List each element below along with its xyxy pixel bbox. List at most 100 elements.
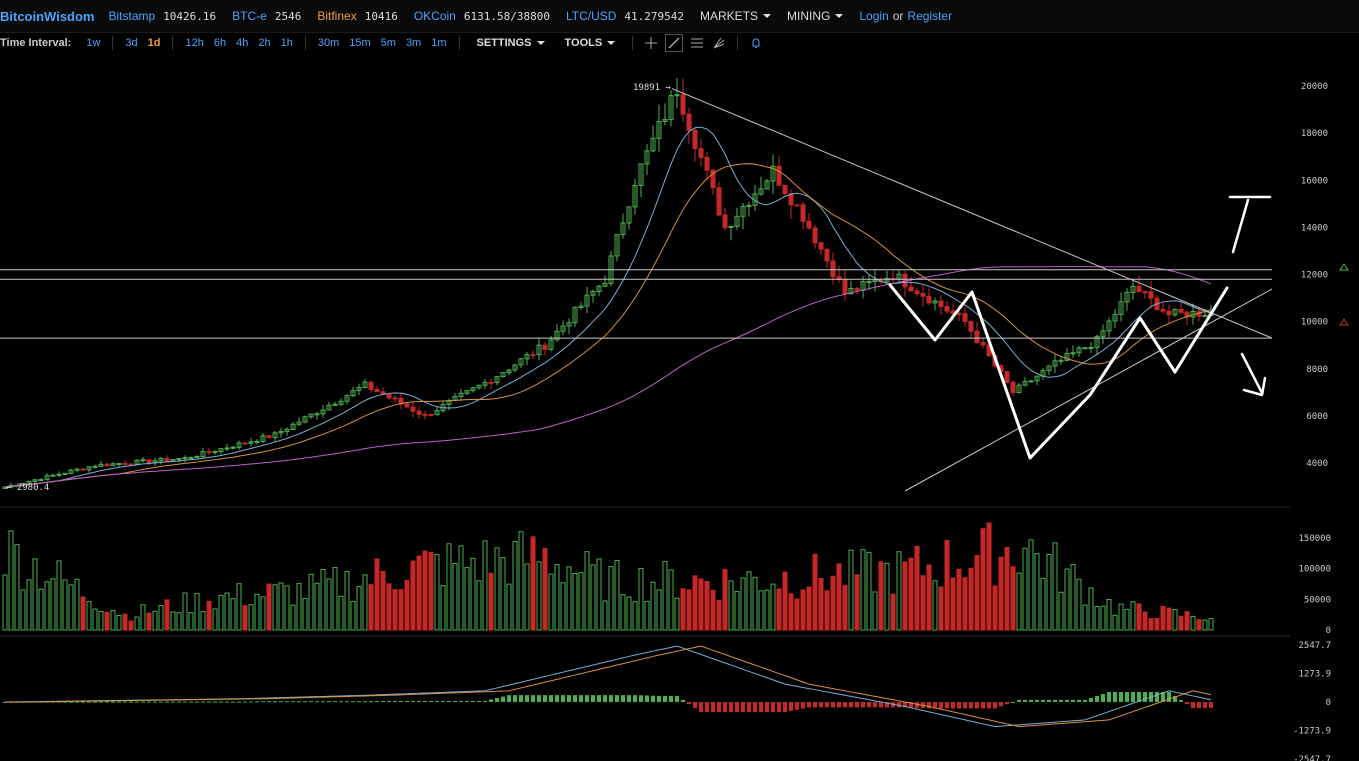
candle-up	[194, 455, 200, 459]
candle-up	[308, 413, 314, 418]
volume-bar-down	[398, 589, 404, 631]
brand-logo[interactable]: BitcoinWisdom	[0, 8, 95, 24]
volume-bar-up	[284, 585, 290, 631]
candle-up	[734, 215, 740, 227]
candle-down	[1160, 309, 1166, 312]
register-link[interactable]: Register	[907, 9, 953, 23]
ticker-bitstamp[interactable]: Bitstamp 10426.16	[109, 9, 217, 23]
interval-1m[interactable]: 1m	[431, 37, 447, 49]
candle-up	[332, 403, 338, 406]
candle-up	[212, 451, 218, 454]
candle-up	[464, 389, 470, 394]
interval-3d[interactable]: 3d	[125, 37, 138, 49]
login-link[interactable]: Login	[859, 9, 889, 23]
ticker-ltcusd[interactable]: LTC/USD 41.279542	[566, 9, 684, 23]
ticker-okcoin[interactable]: OKCoin 6131.58/38800	[414, 9, 550, 23]
volume-bar-up	[758, 590, 764, 631]
volume-bar-up	[200, 611, 206, 631]
macd-bar	[255, 701, 259, 703]
macd-bar	[669, 695, 673, 702]
divider	[632, 36, 634, 50]
candle-up	[584, 294, 590, 307]
volume-bar-up	[254, 593, 260, 631]
interval-4h[interactable]: 4h	[236, 37, 249, 49]
macd-bar	[837, 702, 841, 708]
macd-bar	[597, 695, 601, 702]
candle-up	[476, 384, 482, 389]
volume-bar-up	[602, 600, 608, 631]
interval-1h[interactable]: 1h	[280, 37, 293, 49]
candle-up	[1058, 359, 1064, 362]
macd-bar	[813, 702, 817, 708]
candle-up	[362, 381, 368, 389]
mining-dropdown[interactable]: MINING	[787, 9, 844, 23]
volume-bar-down	[914, 545, 920, 631]
interval-30m[interactable]: 30m	[317, 37, 340, 49]
interval-3m[interactable]: 3m	[405, 37, 422, 49]
candle-up	[752, 193, 758, 206]
macd-bar	[363, 701, 367, 703]
candle-down	[974, 330, 980, 344]
interval-1d[interactable]: 1d	[147, 37, 161, 49]
chart-grid	[0, 506, 1290, 637]
volume-bar-up	[578, 572, 584, 631]
volume-bar-down	[80, 596, 86, 631]
ticker-bitfinex[interactable]: Bitfinex 10416	[317, 9, 397, 23]
macd-bar	[633, 695, 637, 702]
volume-bar-up	[734, 591, 740, 631]
or-text: or	[892, 9, 904, 23]
macd-bar	[207, 701, 211, 703]
macd-bar	[1011, 702, 1015, 703]
crosshair-icon[interactable]	[643, 35, 659, 51]
interval-1w[interactable]: 1w	[86, 37, 101, 49]
volume-bar-up	[638, 567, 644, 631]
interval-5m[interactable]: 5m	[380, 37, 396, 49]
volume-bar-up	[218, 594, 224, 631]
macd-bar	[945, 702, 949, 709]
candle-down	[680, 94, 686, 115]
macd-bar	[603, 695, 607, 702]
interval-15m[interactable]: 15m	[349, 37, 371, 49]
macd-bar	[759, 702, 763, 713]
line-tool-icon[interactable]	[665, 34, 684, 52]
macd-bar	[339, 701, 343, 703]
candle-down	[908, 286, 914, 292]
candle-up	[110, 463, 116, 467]
macd-bar	[579, 695, 583, 702]
macd-bar	[717, 702, 721, 713]
alert-bell-icon[interactable]	[748, 35, 764, 51]
volume-bar-down	[938, 586, 944, 631]
fan-tool-icon[interactable]	[711, 35, 727, 51]
macd-bar	[141, 701, 145, 703]
macd-bar	[861, 702, 865, 708]
volume-bar-up	[38, 588, 44, 631]
macd-bar	[57, 701, 61, 703]
candle-up	[1094, 335, 1100, 348]
horizontal-lines-icon[interactable]	[689, 35, 705, 51]
candle-up	[320, 409, 326, 415]
interval-6h[interactable]: 6h	[213, 37, 227, 49]
settings-dropdown[interactable]: SETTINGS	[477, 37, 545, 49]
macd-bar	[747, 702, 751, 713]
volume-bar-up	[932, 580, 938, 631]
volume-bar-down	[986, 522, 992, 631]
ticker-btce[interactable]: BTC-e 2546	[232, 9, 301, 23]
macd-bar	[543, 695, 547, 702]
macd-bar	[429, 700, 433, 702]
macd-bar	[621, 695, 625, 702]
interval-12h[interactable]: 12h	[185, 37, 204, 49]
candle-up	[848, 287, 854, 295]
tools-dropdown[interactable]: TOOLS	[565, 37, 616, 49]
volume-bar-down	[836, 563, 842, 631]
volume-bar-up	[170, 611, 176, 631]
interval-2h[interactable]: 2h	[258, 37, 271, 49]
candle-up	[662, 119, 668, 123]
macd-bar	[393, 700, 397, 702]
macd-bar	[627, 695, 631, 702]
markets-dropdown[interactable]: MARKETS	[700, 9, 772, 23]
volume-bar-up	[1106, 598, 1112, 631]
macd-bar	[333, 701, 337, 703]
volume-bar-up	[662, 561, 668, 631]
ma-short-line	[4, 126, 1212, 488]
